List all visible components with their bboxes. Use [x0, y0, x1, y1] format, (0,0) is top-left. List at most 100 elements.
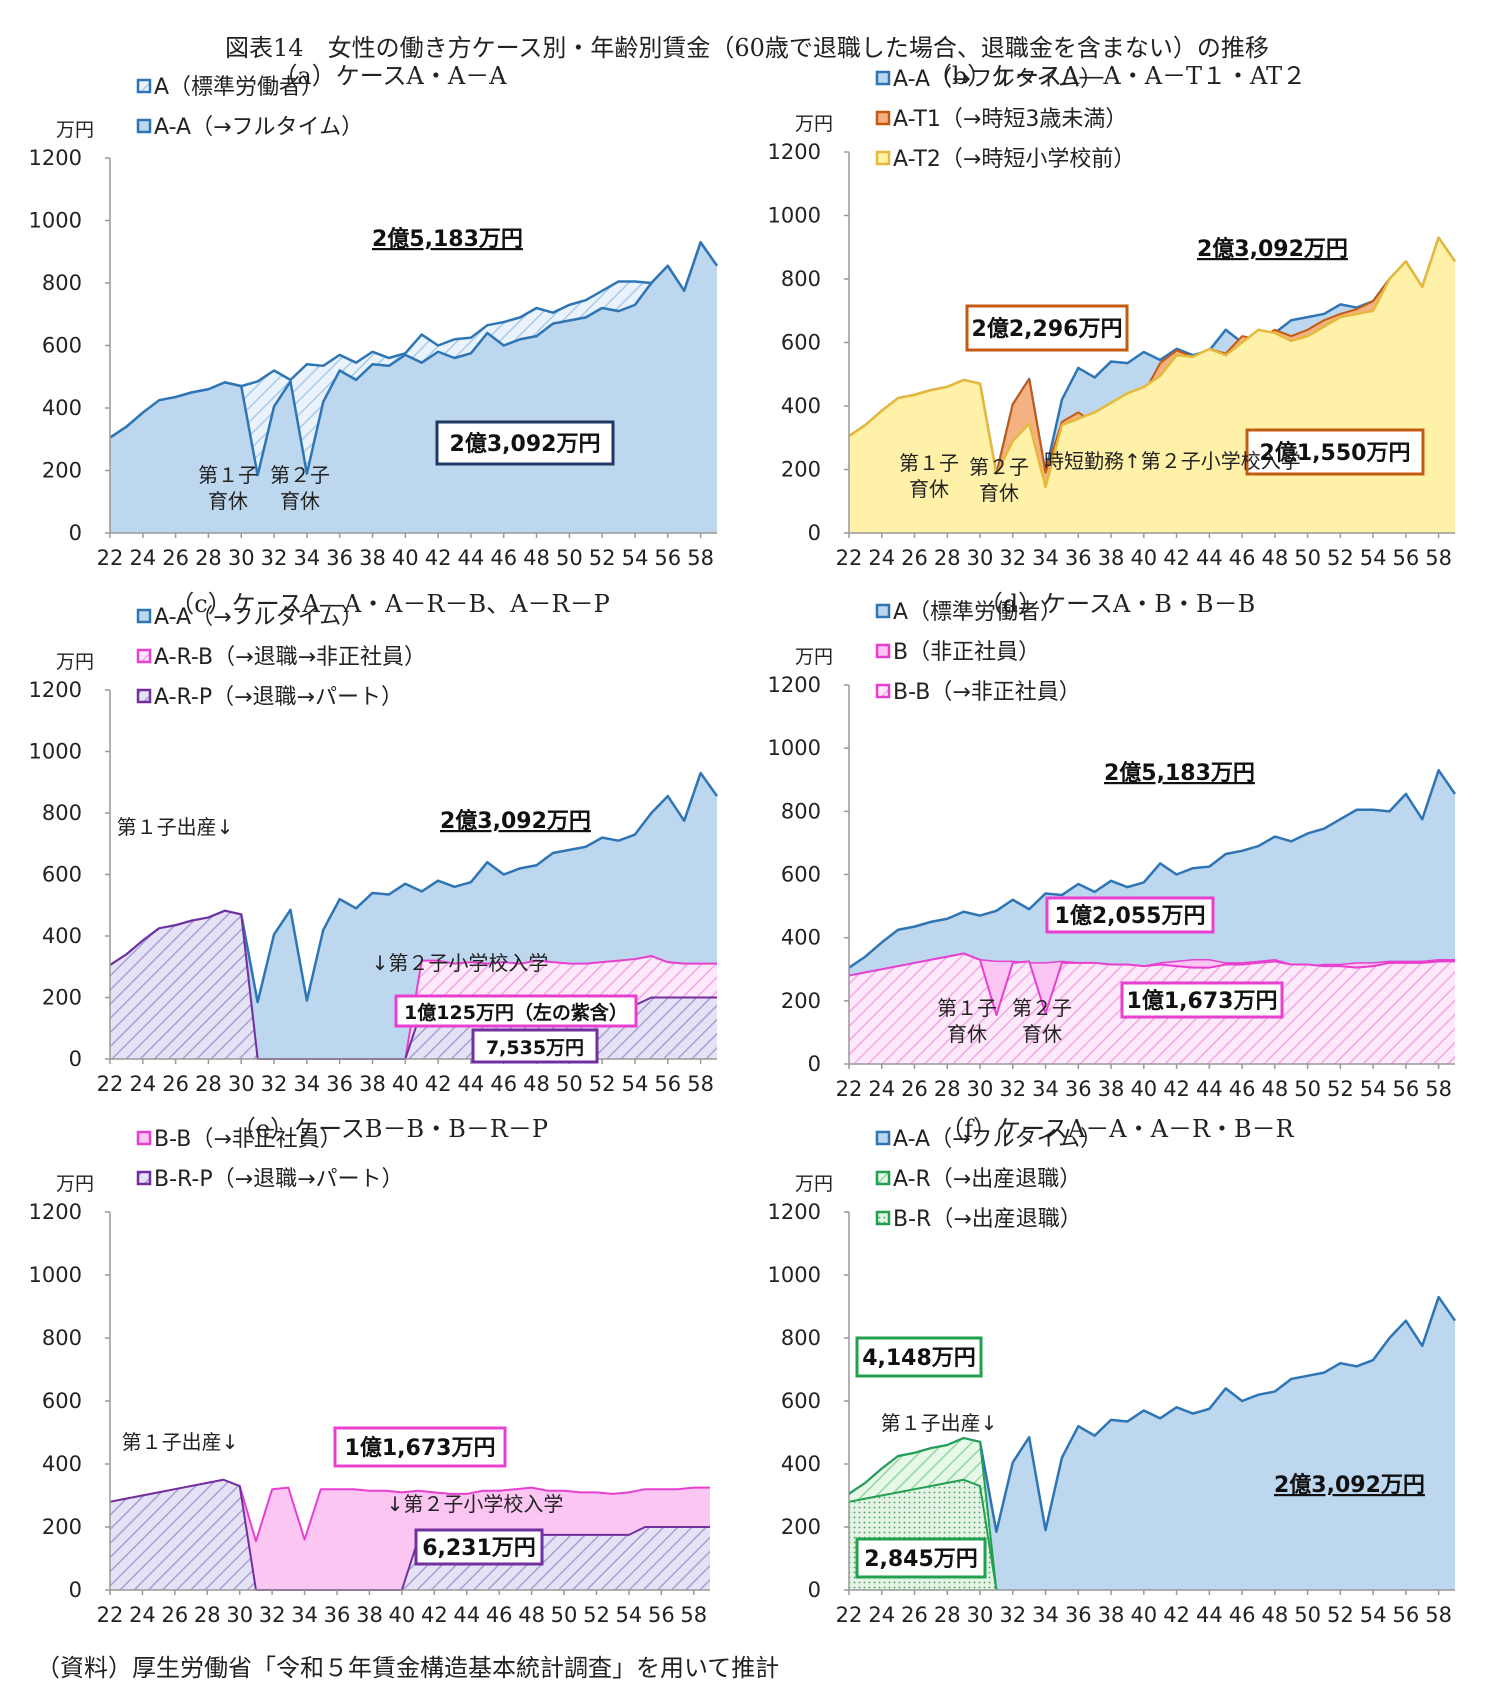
- chart-panel-1: （a）ケースA・A－A 万円 0 200 400 600 800 1000 1200 22 24 26…: [0, 62, 747, 582]
- y-tick-label: 400: [42, 1452, 82, 1476]
- x-tick-label: 26: [901, 1603, 928, 1627]
- x-tick-label: 50: [551, 1603, 578, 1627]
- annotation-text: 第１子出産↓: [117, 815, 234, 839]
- legend-swatch: [875, 683, 891, 699]
- x-tick-label: 26: [901, 546, 928, 570]
- annotation-box: [855, 1336, 983, 1378]
- x-tick-label: 48: [523, 546, 550, 570]
- y-tick-label: 600: [42, 334, 82, 358]
- unit-label: 万円: [56, 119, 94, 141]
- x-tick-label: 38: [1098, 546, 1125, 570]
- x-tick-label: 58: [687, 546, 714, 570]
- x-tick-label: 32: [261, 546, 288, 570]
- annotation-box: [965, 304, 1129, 352]
- x-tick-label: 38: [356, 1603, 383, 1627]
- y-tick-label: 0: [808, 1052, 821, 1076]
- legend-entry: B-R-P（→退職→パート）: [154, 1167, 404, 1192]
- annotation-text: 第２子: [270, 463, 330, 487]
- chart-svg-2: （b）ケースA―A・A－T１・AT２ 万円 0 200 400 600 800 1000 120…: [768, 62, 1457, 570]
- annotation-box: [1045, 896, 1215, 934]
- x-tick-label: 30: [967, 546, 994, 570]
- annotation-text: 第１子: [899, 451, 959, 475]
- x-tick-label: 50: [1294, 546, 1321, 570]
- x-tick-label: 42: [1163, 546, 1190, 570]
- total-label: 2億5,183万円: [1104, 760, 1255, 786]
- x-tick-label: 50: [556, 546, 583, 570]
- y-tick-label: 200: [42, 459, 82, 483]
- legend-entry: A-R-P（→退職→パート）: [154, 685, 403, 710]
- x-tick-label: 50: [1294, 1603, 1321, 1627]
- y-tick-label: 1000: [29, 740, 82, 764]
- x-tick-label: 22: [836, 1603, 863, 1627]
- legend-swatch: [136, 118, 152, 134]
- x-tick-label: 44: [1196, 546, 1223, 570]
- y-tick-label: 800: [781, 1326, 821, 1350]
- legend-swatch: [875, 603, 891, 619]
- y-tick-label: 1000: [768, 1263, 821, 1287]
- x-tick-label: 54: [616, 1603, 643, 1627]
- series-line: [109, 241, 719, 477]
- y-tick-label: 800: [42, 1326, 82, 1350]
- x-tick-label: 58: [1425, 1603, 1452, 1627]
- legend-swatch: [136, 1130, 152, 1146]
- y-tick-label: 0: [808, 1578, 821, 1602]
- chart-panel-2: （b）ケースA―A・A－T１・AT２ 万円 0 200 400 600 800 1000 120…: [747, 62, 1494, 582]
- x-tick-label: 48: [523, 1072, 550, 1096]
- x-tick-label: 28: [195, 1072, 222, 1096]
- annotation-text: 育休: [909, 477, 949, 501]
- x-tick-label: 54: [622, 546, 649, 570]
- total-label: 2億3,092万円: [440, 808, 591, 834]
- x-tick-label: 46: [490, 546, 517, 570]
- y-tick-label: 200: [781, 1515, 821, 1539]
- x-tick-label: 38: [359, 546, 386, 570]
- annotation-label: 2,845万円: [864, 1547, 978, 1572]
- panel-title: （a）ケースA・A－A: [273, 62, 507, 90]
- x-tick-label: 52: [1327, 1603, 1354, 1627]
- figure-title: 図表14 女性の働き方ケース別・年齢別賃金（60歳で退職した場合、退職金を含まな…: [225, 34, 1269, 62]
- x-tick-label: 46: [490, 1072, 517, 1096]
- x-tick-label: 26: [161, 1603, 188, 1627]
- legend-swatch: [136, 1170, 152, 1186]
- legend-entry: B-B（→非正社員）: [154, 1127, 342, 1152]
- y-tick-label: 1200: [29, 678, 82, 702]
- x-tick-label: 44: [1196, 1077, 1223, 1101]
- x-tick-label: 42: [421, 1603, 448, 1627]
- x-tick-label: 40: [392, 1072, 419, 1096]
- y-tick-label: 1000: [768, 736, 821, 760]
- x-tick-label: 44: [1196, 1603, 1223, 1627]
- x-tick-label: 24: [868, 546, 895, 570]
- annotation-label: 2億1,550万円: [1260, 440, 1411, 466]
- annotation-label: 4,148万円: [862, 1346, 976, 1371]
- chart-panel-6: （f）ケースA－A・A－R・B－R 万円 0 200 400 600 800 1000 1200…: [747, 1115, 1494, 1645]
- x-tick-label: 54: [622, 1072, 649, 1096]
- y-tick-label: 400: [42, 396, 82, 420]
- y-tick-label: 0: [69, 1578, 82, 1602]
- annotation-text: 育休: [947, 1022, 987, 1046]
- total-label: 2億3,092万円: [1274, 1472, 1425, 1498]
- x-tick-label: 32: [999, 1603, 1026, 1627]
- x-tick-label: 56: [1392, 1603, 1419, 1627]
- x-tick-label: 22: [97, 1072, 124, 1096]
- x-tick-label: 26: [162, 546, 189, 570]
- annotation-label: 1億2,055万円: [1055, 903, 1206, 929]
- unit-label: 万円: [56, 651, 94, 673]
- legend-entry: A（標準労働者）: [893, 600, 1062, 625]
- x-tick-label: 26: [901, 1077, 928, 1101]
- legend-swatch: [136, 648, 152, 664]
- annotation-label: 1億1,673万円: [1127, 988, 1278, 1014]
- annotation-label: 6,231万円: [422, 1536, 536, 1561]
- x-tick-label: 42: [1163, 1077, 1190, 1101]
- x-tick-label: 48: [1261, 1603, 1288, 1627]
- x-tick-label: 56: [1392, 546, 1419, 570]
- x-tick-label: 36: [1065, 1077, 1092, 1101]
- y-tick-label: 1200: [768, 1200, 821, 1224]
- y-tick-label: 400: [781, 1452, 821, 1476]
- x-tick-label: 36: [1065, 1603, 1092, 1627]
- x-tick-label: 38: [359, 1072, 386, 1096]
- legend-swatch: [136, 688, 152, 704]
- annotation-label: 7,535万円: [486, 1037, 584, 1059]
- legend-entry: A-A（→フルタイム）: [893, 67, 1102, 92]
- x-tick-label: 32: [999, 1077, 1026, 1101]
- annotation-text: 第１子: [198, 463, 258, 487]
- x-tick-label: 40: [389, 1603, 416, 1627]
